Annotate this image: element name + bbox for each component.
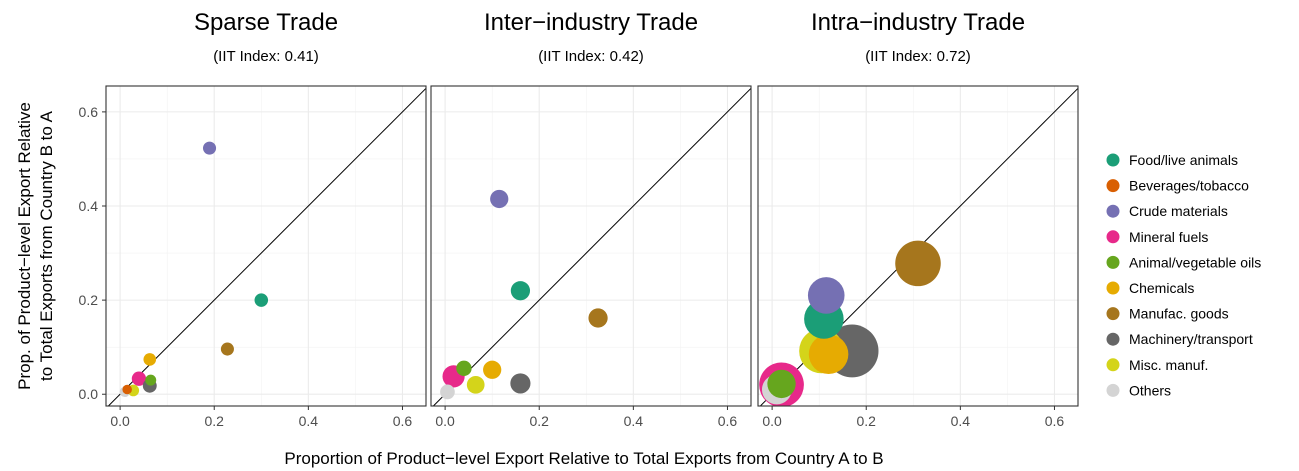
data-point xyxy=(131,371,147,386)
data-point xyxy=(510,373,531,394)
legend-label: Animal/vegetable oils xyxy=(1129,254,1261,270)
reference-line xyxy=(432,87,751,406)
legend-item: Machinery/transport xyxy=(1106,331,1253,347)
data-point xyxy=(895,240,941,287)
legend-label: Beverages/tobacco xyxy=(1129,178,1249,194)
data-point xyxy=(808,334,849,375)
panel-title: Inter−industry Trade xyxy=(484,9,698,36)
legend-swatch xyxy=(1106,179,1120,193)
legend-swatch xyxy=(1106,255,1120,269)
legend-label: Manufac. goods xyxy=(1129,306,1229,322)
y-tick-label: 0.2 xyxy=(79,292,99,308)
legend-swatch xyxy=(1106,153,1120,167)
legend-label: Crude materials xyxy=(1129,203,1228,219)
x-tick-label: 0.4 xyxy=(951,413,971,429)
x-tick-label: 0.6 xyxy=(718,413,738,429)
legend-label: Mineral fuels xyxy=(1129,229,1208,245)
legend-swatch xyxy=(1106,383,1120,397)
panel-subtitle: (IIT Index: 0.42) xyxy=(538,48,644,65)
y-tick-label: 0.4 xyxy=(79,198,99,214)
data-point xyxy=(466,375,485,394)
x-tick-label: 0.0 xyxy=(435,413,455,429)
panel-2: Inter−industry Trade (IIT Index: 0.42) 0.0… xyxy=(430,9,752,429)
legend-item: Manufac. goods xyxy=(1106,306,1229,322)
x-tick-label: 0.4 xyxy=(624,413,644,429)
panel-subtitle: (IIT Index: 0.72) xyxy=(865,48,971,65)
legend-label: Misc. manuf. xyxy=(1129,357,1208,373)
x-tick-label: 0.2 xyxy=(205,413,225,429)
legend-swatch xyxy=(1106,358,1120,372)
panel-subtitle: (IIT Index: 0.41) xyxy=(213,48,319,65)
legend-swatch xyxy=(1106,204,1120,218)
legend-label: Machinery/transport xyxy=(1129,331,1253,347)
data-point xyxy=(202,141,217,155)
legend-item: Animal/vegetable oils xyxy=(1106,254,1261,270)
legend-swatch xyxy=(1106,281,1120,295)
y-axis-label-line2: to Total Exports from Country B to A xyxy=(37,110,56,381)
legend-label: Others xyxy=(1129,382,1171,398)
legend-item: Mineral fuels xyxy=(1106,229,1208,245)
x-tick-label: 0.6 xyxy=(1045,413,1065,429)
x-tick-label: 0.4 xyxy=(299,413,319,429)
data-point xyxy=(807,277,845,314)
panel-title: Sparse Trade xyxy=(194,9,338,36)
legend-item: Chemicals xyxy=(1106,280,1194,296)
data-point xyxy=(588,308,608,328)
data-point xyxy=(490,189,509,209)
data-point xyxy=(143,353,157,366)
legend-item: Misc. manuf. xyxy=(1106,357,1208,373)
x-tick-label: 0.6 xyxy=(393,413,413,429)
legend-item: Crude materials xyxy=(1106,203,1228,219)
panels: Sparse Trade (IIT Index: 0.41) 0.0 0.0 0.2 0.… xyxy=(79,9,1079,429)
legend-item: Beverages/tobacco xyxy=(1106,178,1249,194)
y-tick-label: 0.6 xyxy=(79,104,99,120)
data-point xyxy=(456,360,472,377)
y-axis-label-line1: Prop. of Product−level Export Relative xyxy=(15,102,34,390)
legend-label: Chemicals xyxy=(1129,280,1194,296)
panel-1: Sparse Trade (IIT Index: 0.41) 0.0 0.0 0.2 0.… xyxy=(79,9,427,429)
data-point xyxy=(220,342,234,356)
legend-item: Food/live animals xyxy=(1106,152,1238,168)
x-tick-label: 0.0 xyxy=(762,413,782,429)
data-point xyxy=(254,293,269,307)
legend: Food/live animals Beverages/tobacco Crude … xyxy=(1106,152,1261,398)
x-tick-label: 0.2 xyxy=(530,413,550,429)
legend-swatch xyxy=(1106,230,1120,244)
legend-label: Food/live animals xyxy=(1129,152,1238,168)
x-axis-label: Proportion of Product−level Export Relat… xyxy=(284,449,883,468)
reference-line xyxy=(107,87,426,406)
legend-swatch xyxy=(1106,307,1120,321)
x-tick-label: 0.0 xyxy=(110,413,130,429)
legend-swatch xyxy=(1106,332,1120,346)
data-point xyxy=(145,374,157,386)
panel-title: Intra−industry Trade xyxy=(811,9,1025,36)
data-point xyxy=(122,384,132,395)
panel-border xyxy=(757,85,1079,407)
panel-border xyxy=(105,85,427,407)
data-point xyxy=(510,281,531,301)
legend-item: Others xyxy=(1106,382,1171,398)
y-tick-label: 0.0 xyxy=(79,386,99,402)
x-tick-label: 0.2 xyxy=(857,413,877,429)
panel-border xyxy=(430,85,752,407)
panel-3: Intra−industry Trade (IIT Index: 0.72) 0.0… xyxy=(757,9,1079,429)
data-point xyxy=(483,360,502,379)
data-point xyxy=(767,369,796,399)
data-point xyxy=(440,384,455,400)
